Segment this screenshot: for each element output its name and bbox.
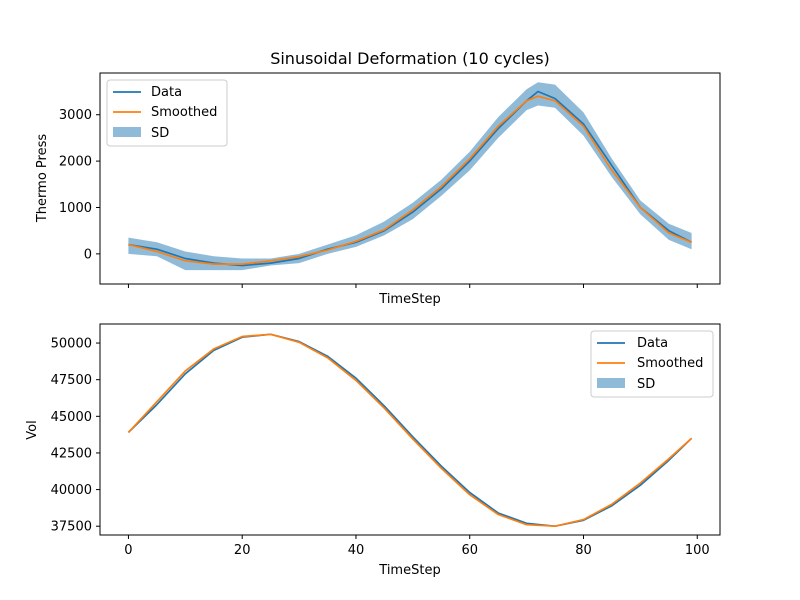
pressure-legend-sd-label: SD xyxy=(151,126,169,141)
pressure-axes-frame xyxy=(99,72,721,285)
pressure-series-smoothed xyxy=(128,95,692,265)
volume-series-smoothed xyxy=(127,333,693,528)
volume-lines-layer xyxy=(127,333,693,528)
volume-legend-data-label: Data xyxy=(637,336,668,351)
volume-x-axis-label: TimeStep xyxy=(378,563,440,578)
volume-y-ticks: 37500 40000 42500 45000 47500 50000 xyxy=(51,337,100,535)
pressure-x-axis-label: TimeStep xyxy=(378,292,440,307)
volume-x-tick-label: 100 xyxy=(685,543,710,558)
volume-y-tick-label: 45000 xyxy=(51,410,92,425)
pressure-lines-layer xyxy=(128,90,692,267)
pressure-legend-data-label: Data xyxy=(151,85,182,100)
pressure-sd-band xyxy=(128,82,692,271)
volume-y-tick-label: 42500 xyxy=(51,446,92,461)
pressure-y-tick-label: 0 xyxy=(84,247,92,262)
pressure-legend: Data Smoothed SD xyxy=(106,79,228,147)
pressure-y-tick-label: 1000 xyxy=(59,201,92,216)
pressure-y-tick-label: 2000 xyxy=(59,155,92,170)
pressure-x-ticks xyxy=(127,284,698,288)
volume-x-ticks: 0 20 40 60 80 100 xyxy=(124,535,710,558)
volume-y-tick-label: 47500 xyxy=(51,373,92,388)
pressure-y-ticks: 0 1000 2000 3000 xyxy=(59,108,100,262)
volume-y-axis-label: Vol xyxy=(25,420,40,439)
pressure-panel: 0 1000 2000 3000 TimeStep Thermo Press Data… xyxy=(35,72,721,307)
volume-y-tick-label: 50000 xyxy=(51,337,92,352)
volume-axes-frame xyxy=(99,323,721,536)
pressure-legend-sd-swatch xyxy=(113,127,141,137)
volume-y-tick-label: 37500 xyxy=(51,520,92,535)
pressure-legend-smoothed-label: Smoothed xyxy=(151,105,217,120)
volume-x-tick-label: 20 xyxy=(234,543,251,558)
volume-panel: 37500 40000 42500 45000 47500 50000 0 20 40 60 80… xyxy=(25,323,721,578)
pressure-y-tick-label: 3000 xyxy=(59,108,92,123)
volume-y-tick-label: 40000 xyxy=(51,483,92,498)
volume-x-tick-label: 60 xyxy=(461,543,478,558)
volume-x-tick-label: 40 xyxy=(348,543,365,558)
volume-series-data xyxy=(127,333,693,528)
volume-x-tick-label: 80 xyxy=(575,543,592,558)
volume-legend-sd-label: SD xyxy=(637,377,655,392)
pressure-sd-band-layer xyxy=(128,82,692,271)
volume-legend-sd-swatch xyxy=(597,378,625,388)
volume-x-tick-label: 0 xyxy=(124,543,132,558)
pressure-y-axis-label: Thermo Press xyxy=(35,134,50,223)
chart-title: Sinusoidal Deformation (10 cycles) xyxy=(270,49,550,68)
volume-legend-smoothed-label: Smoothed xyxy=(637,356,703,371)
volume-legend: Data Smoothed SD xyxy=(590,330,714,398)
